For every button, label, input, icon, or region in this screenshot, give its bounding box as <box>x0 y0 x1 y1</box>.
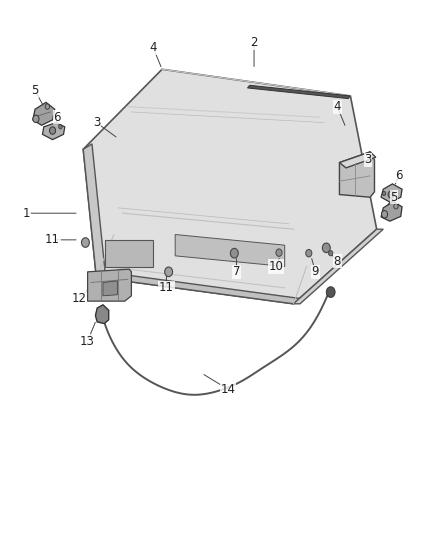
Polygon shape <box>96 272 300 304</box>
Polygon shape <box>88 269 131 301</box>
Text: 10: 10 <box>268 260 283 273</box>
Circle shape <box>81 238 89 247</box>
Text: 3: 3 <box>93 116 100 129</box>
Polygon shape <box>83 69 377 304</box>
Polygon shape <box>95 305 109 324</box>
Circle shape <box>230 248 238 258</box>
Text: 11: 11 <box>45 233 60 246</box>
Text: 5: 5 <box>391 191 398 204</box>
Circle shape <box>165 267 173 277</box>
Circle shape <box>328 251 333 256</box>
Text: 4: 4 <box>333 100 341 113</box>
Circle shape <box>322 243 330 253</box>
Text: 12: 12 <box>71 292 86 305</box>
Text: 4: 4 <box>149 42 157 54</box>
Text: 8: 8 <box>334 255 341 268</box>
Text: 14: 14 <box>220 383 235 395</box>
Circle shape <box>45 104 49 109</box>
Text: 9: 9 <box>311 265 319 278</box>
Text: 5: 5 <box>32 84 39 97</box>
Polygon shape <box>293 229 383 304</box>
Circle shape <box>276 249 282 256</box>
Text: 2: 2 <box>250 36 258 49</box>
Circle shape <box>381 211 388 218</box>
Polygon shape <box>339 152 374 197</box>
Circle shape <box>382 191 386 196</box>
Polygon shape <box>42 123 65 140</box>
Text: 6: 6 <box>395 169 403 182</box>
Circle shape <box>49 127 56 134</box>
Polygon shape <box>381 184 402 203</box>
Text: 11: 11 <box>159 281 174 294</box>
Circle shape <box>326 287 335 297</box>
Circle shape <box>388 191 394 198</box>
Polygon shape <box>103 281 117 296</box>
Circle shape <box>306 249 312 257</box>
Text: 7: 7 <box>233 265 240 278</box>
Polygon shape <box>339 152 376 168</box>
Polygon shape <box>83 144 105 277</box>
Polygon shape <box>175 235 285 266</box>
Text: 6: 6 <box>53 111 61 124</box>
Text: 3: 3 <box>364 154 371 166</box>
Text: 1: 1 <box>22 207 30 220</box>
Circle shape <box>59 125 62 129</box>
Polygon shape <box>381 201 402 221</box>
Polygon shape <box>33 102 55 125</box>
Text: 13: 13 <box>80 335 95 348</box>
Polygon shape <box>247 85 350 99</box>
Polygon shape <box>105 240 153 266</box>
Circle shape <box>33 115 39 123</box>
Circle shape <box>394 204 398 209</box>
